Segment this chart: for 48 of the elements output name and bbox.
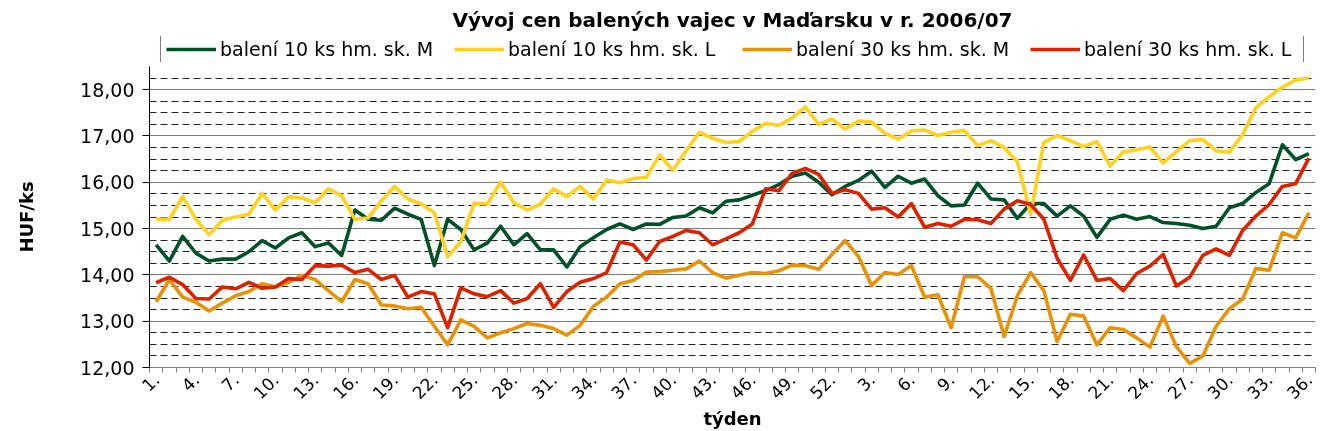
x-tick-label: 43. bbox=[686, 369, 721, 404]
x-tick-label: 25. bbox=[448, 369, 482, 404]
y-tick-label: 18,00 bbox=[80, 78, 135, 101]
x-tick-label: 31. bbox=[527, 369, 562, 404]
x-tick-label: 1. bbox=[137, 369, 164, 396]
y-tick-label: 13,00 bbox=[80, 310, 135, 333]
y-tick-label: 15,00 bbox=[80, 217, 135, 240]
x-tick-label: 19. bbox=[368, 369, 403, 404]
x-tick-label: 49. bbox=[766, 369, 800, 404]
x-tick-label: 6. bbox=[893, 369, 919, 396]
y-tick-label: 16,00 bbox=[80, 171, 135, 194]
x-tick-label: 34. bbox=[567, 369, 601, 404]
x-tick-label: 24. bbox=[1124, 369, 1158, 404]
legend-label: balení 10 ks hm. sk. L bbox=[508, 38, 717, 60]
x-tick-label: 30. bbox=[1203, 369, 1237, 404]
x-tick-label: 10. bbox=[249, 369, 283, 404]
x-tick-label: 12. bbox=[965, 369, 999, 404]
legend-label: balení 10 ks hm. sk. M bbox=[220, 38, 434, 60]
y-tick-label: 17,00 bbox=[80, 124, 135, 147]
legend-label: balení 30 ks hm. sk. M bbox=[796, 38, 1010, 60]
x-tick-label: 22. bbox=[408, 369, 442, 404]
x-tick-label: 15. bbox=[1004, 369, 1039, 404]
x-tick-label: 36. bbox=[1283, 369, 1317, 404]
x-tick-label: 18. bbox=[1044, 369, 1078, 404]
x-tick-label: 52. bbox=[806, 369, 840, 404]
x-tick-label: 7. bbox=[217, 369, 244, 396]
line-series bbox=[154, 211, 1311, 366]
x-tick-label: 4. bbox=[177, 369, 204, 396]
y-tick-label: 14,00 bbox=[80, 263, 135, 286]
x-tick-label: 9. bbox=[932, 369, 959, 396]
chart-title: Vývoj cen balených vajec v Maďarsku v r. 2006/07 bbox=[452, 7, 1013, 32]
y-axis-title: HUF/ks bbox=[16, 181, 38, 253]
line-series bbox=[154, 142, 1311, 269]
line-series bbox=[154, 76, 1311, 259]
x-tick-label: 33. bbox=[1243, 369, 1277, 404]
x-tick-label: 28. bbox=[488, 369, 522, 404]
x-tick-label: 40. bbox=[647, 369, 681, 404]
x-tick-label: 27. bbox=[1163, 369, 1198, 404]
x-tick-label: 16. bbox=[329, 369, 363, 404]
line-series bbox=[154, 156, 1311, 330]
x-tick-label: 37. bbox=[607, 369, 641, 404]
x-axis-title: týden bbox=[703, 407, 762, 429]
legend-label: balení 30 ks hm. sk. L bbox=[1084, 38, 1293, 60]
y-tick-label: 12,00 bbox=[80, 356, 135, 379]
x-tick-label: 46. bbox=[726, 369, 760, 404]
x-tick-label: 21. bbox=[1084, 369, 1118, 404]
x-tick-label: 13. bbox=[289, 369, 323, 404]
x-tick-label: 3. bbox=[853, 369, 880, 396]
